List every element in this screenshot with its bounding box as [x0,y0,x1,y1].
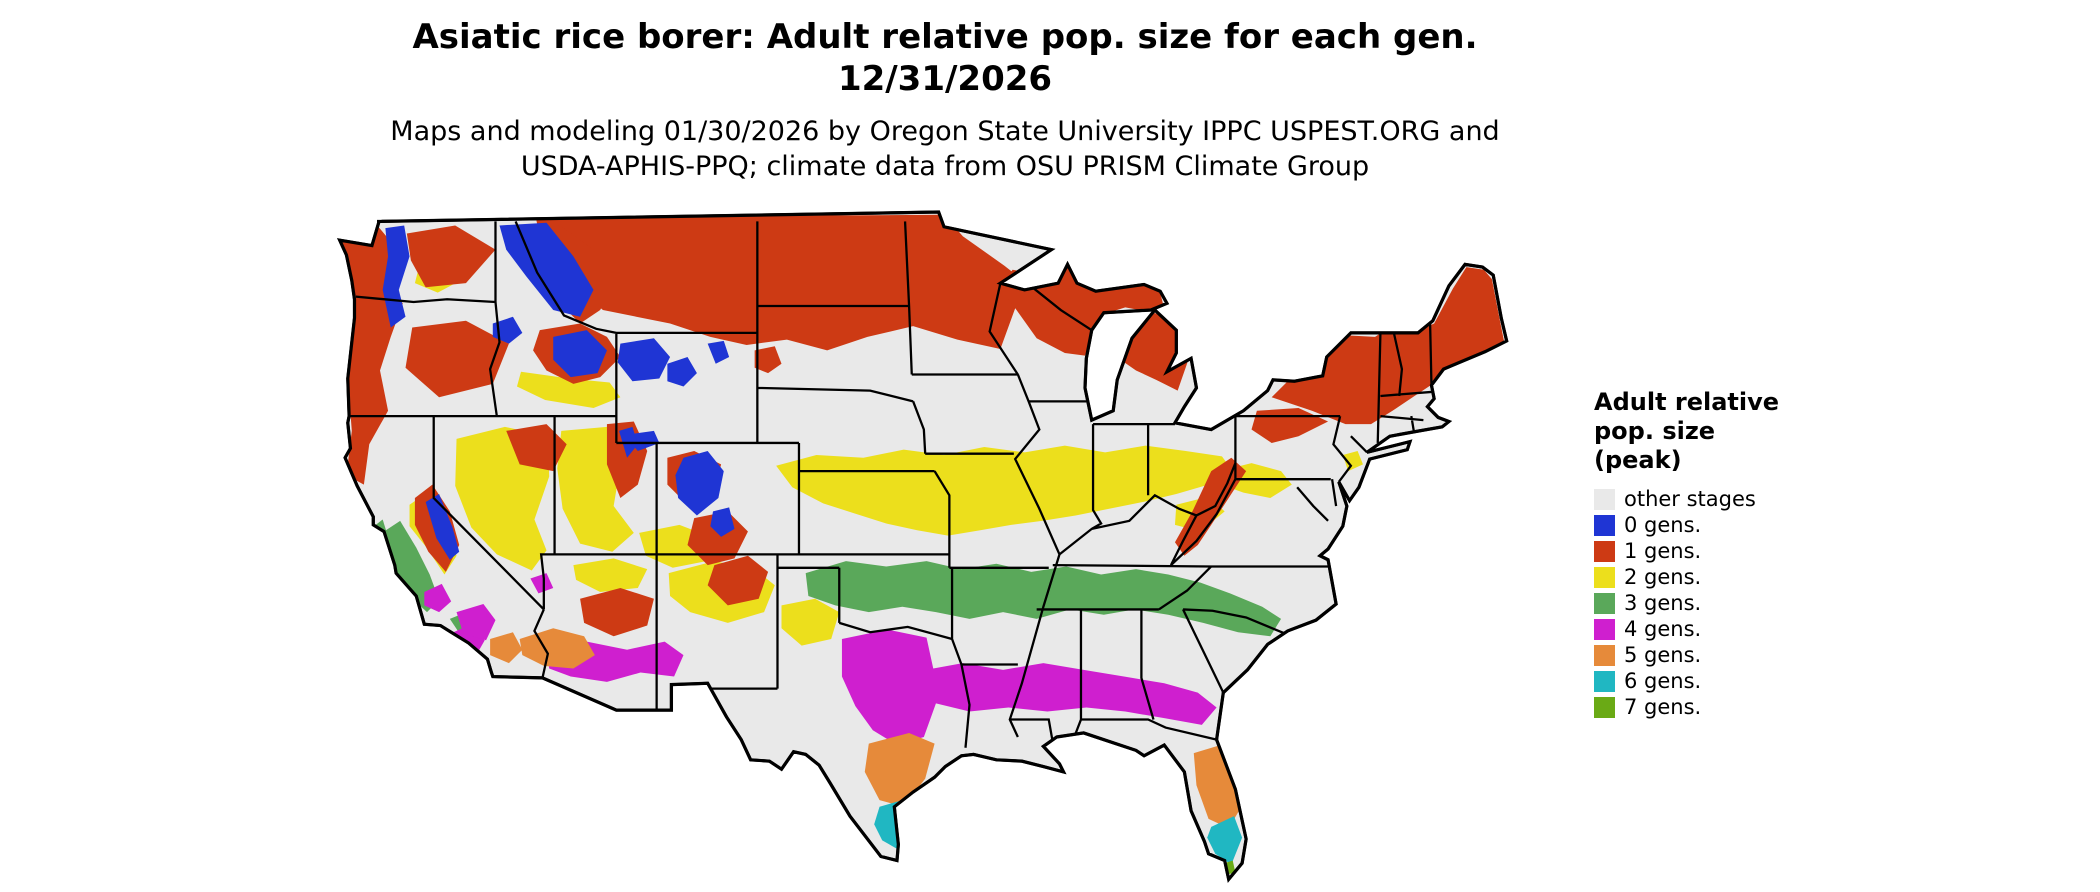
us-map [333,208,1555,886]
legend: Adult relative pop. size (peak) other st… [1594,388,1874,720]
legend-swatch-7-gens [1594,696,1615,718]
legend-swatch-4-gens [1594,618,1615,640]
state-borders [349,220,1433,748]
legend-label-7-gens: 7 gens. [1624,695,1702,719]
title-block: Asiatic rice borer: Adult relative pop. … [0,16,1890,184]
legend-row-7-gens: 7 gens. [1594,694,1874,720]
subtitle-line2: USDA-APHIS-PPQ; climate data from OSU PR… [520,151,1370,182]
legend-label-3-gens: 3 gens. [1624,591,1702,615]
legend-label-5-gens: 5 gens. [1624,643,1702,667]
legend-swatch-5-gens [1594,644,1615,666]
page-title-date: 12/31/2026 [837,59,1053,99]
legend-label-6-gens: 6 gens. [1624,669,1702,693]
legend-swatch-1-gens [1594,540,1615,562]
legend-label-0-gens: 0 gens. [1624,513,1702,537]
legend-swatch-3-gens [1594,592,1615,614]
legend-label-1-gens: 1 gens. [1624,539,1702,563]
legend-row-2-gens: 2 gens. [1594,564,1874,590]
map-region-0-gens [382,222,735,560]
subtitle-line1: Maps and modeling 01/30/2026 by Oregon S… [390,116,1500,147]
page-title: Asiatic rice borer: Adult relative pop. … [412,17,1478,57]
legend-row-4-gens: 4 gens. [1594,616,1874,642]
legend-title: Adult relative pop. size (peak) [1594,388,1780,474]
legend-swatch-2-gens [1594,566,1615,588]
legend-row-5-gens: 5 gens. [1594,642,1874,668]
legend-items: other stages 0 gens. 1 gens. 2 gens. 3 g… [1594,486,1874,720]
legend-row-3-gens: 3 gens. [1594,590,1874,616]
legend-swatch-other-stages [1594,488,1615,510]
us-map-svg [338,210,1509,881]
legend-row-1-gens: 1 gens. [1594,538,1874,564]
legend-row-0-gens: 0 gens. [1594,512,1874,538]
legend-swatch-6-gens [1594,670,1615,692]
subtitle: Maps and modeling 01/30/2026 by Oregon S… [0,114,1890,184]
legend-row-6-gens: 6 gens. [1594,668,1874,694]
legend-label-2-gens: 2 gens. [1624,565,1702,589]
map-region-6-gens [874,800,1243,865]
legend-row-other-stages: other stages [1594,486,1874,512]
legend-swatch-0-gens [1594,514,1615,536]
legend-label-other-stages: other stages [1624,487,1756,511]
legend-label-4-gens: 4 gens. [1624,617,1702,641]
